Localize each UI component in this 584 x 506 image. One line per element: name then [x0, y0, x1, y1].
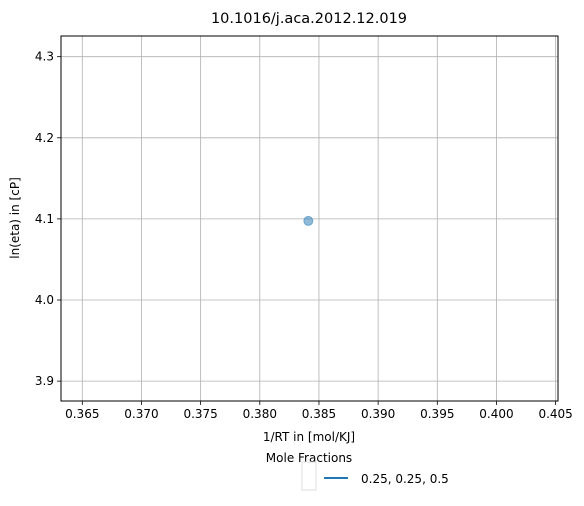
x-tick-label: 0.375	[183, 407, 217, 421]
chart-title: 10.1016/j.aca.2012.12.019	[211, 11, 407, 27]
y-axis-ticks: 3.9 4.0 4.1 4.2 4.3	[35, 50, 61, 388]
x-tick-label: 0.390	[361, 407, 395, 421]
y-tick-label: 4.3	[35, 50, 54, 64]
data-point	[303, 215, 314, 226]
y-tick-label: 4.2	[35, 131, 54, 145]
y-tick-label: 3.9	[35, 374, 54, 388]
x-axis-ticks: 0.365 0.370 0.375 0.380 0.385 0.390 0.395 0.400…	[65, 401, 573, 421]
legend: Mole Fractions 0.25, 0.25, 0.5	[266, 451, 449, 491]
data-points	[303, 215, 314, 226]
legend-entry-label: 0.25, 0.25, 0.5	[361, 472, 449, 486]
x-tick-label: 0.385	[302, 407, 336, 421]
legend-title: Mole Fractions	[266, 451, 352, 465]
x-tick-label: 0.395	[420, 407, 454, 421]
x-tick-label: 0.365	[65, 407, 99, 421]
x-tick-label: 0.400	[479, 407, 513, 421]
y-tick-label: 4.0	[35, 293, 54, 307]
x-tick-label: 0.370	[124, 407, 158, 421]
legend-frame-artifact	[301, 461, 317, 491]
x-axis-label: 1/RT in [mol/KJ]	[263, 430, 355, 444]
plot-frame	[60, 35, 559, 402]
grid	[61, 36, 558, 401]
x-tick-label: 0.380	[243, 407, 277, 421]
y-tick-label: 4.1	[35, 212, 54, 226]
y-axis-label: ln(eta) in [cP]	[8, 177, 22, 259]
x-tick-label: 0.405	[538, 407, 572, 421]
